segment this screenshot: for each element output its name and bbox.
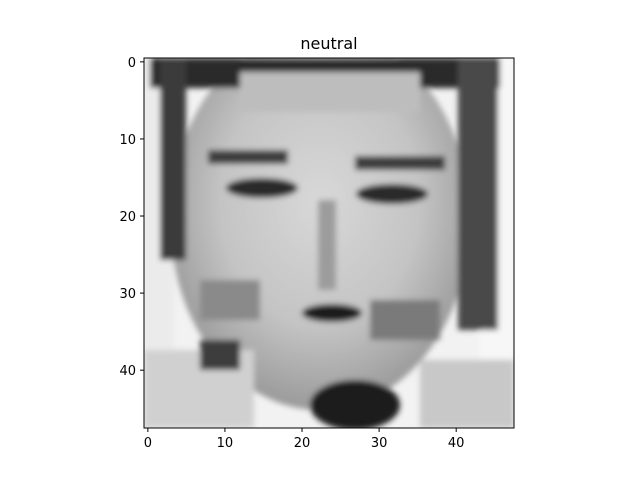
y-tick-label: 20 [119, 210, 136, 225]
y-tick-label: 40 [119, 364, 136, 379]
axis-ticks: 0 10 20 30 40 0 10 20 30 40 [119, 56, 464, 451]
axes-frame [143, 57, 515, 429]
y-tick-label: 10 [119, 133, 136, 148]
x-tick-label: 10 [217, 436, 234, 451]
chart-title: neutral [300, 34, 357, 53]
heatmap-image [144, 58, 514, 428]
x-tick-label: 0 [144, 436, 152, 451]
y-tick-label: 30 [119, 287, 136, 302]
x-tick-label: 20 [294, 436, 311, 451]
x-tick-label: 40 [448, 436, 465, 451]
y-tick-label: 0 [128, 56, 136, 71]
x-tick-label: 30 [371, 436, 388, 451]
